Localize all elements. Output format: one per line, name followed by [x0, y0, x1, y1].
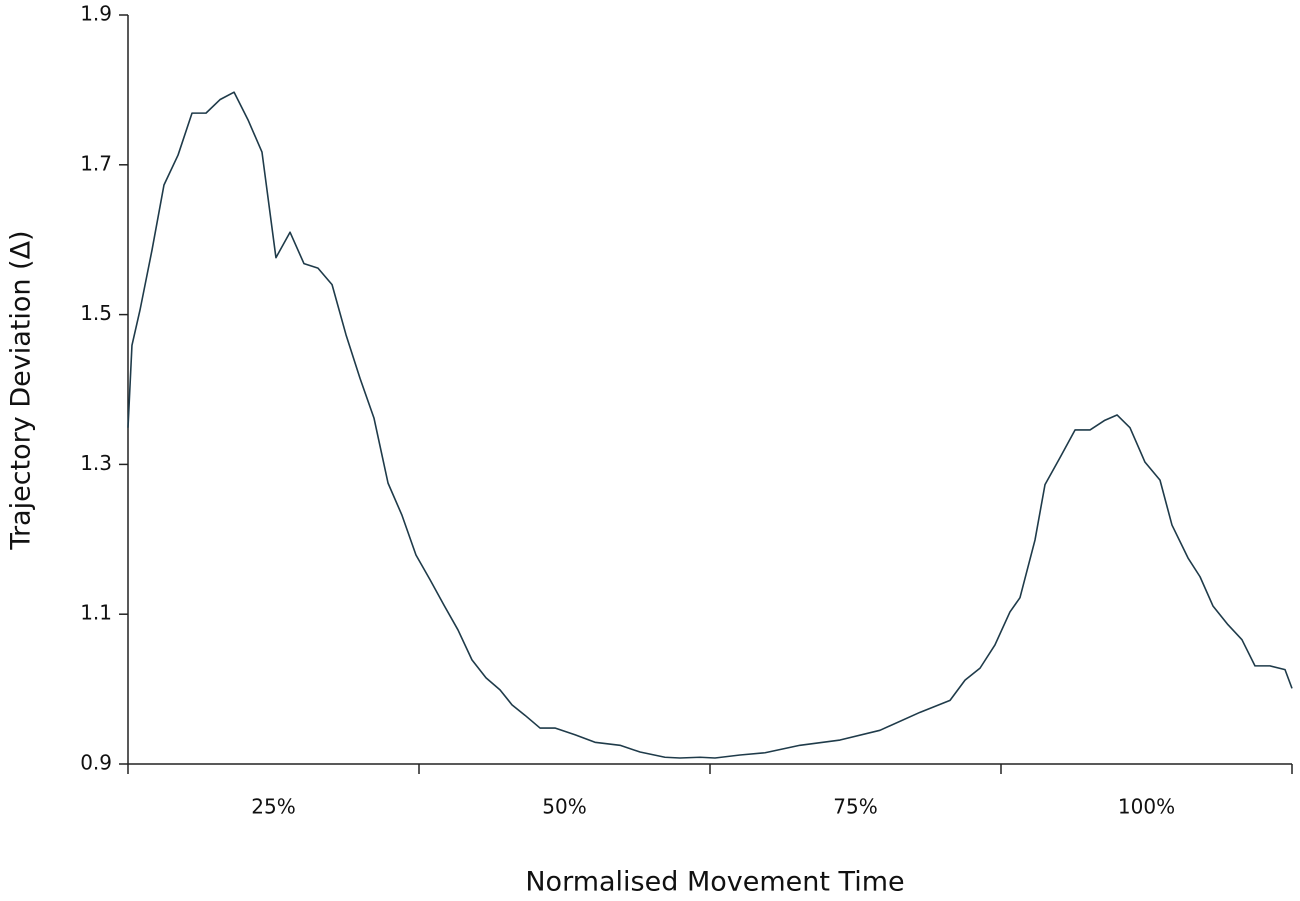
y-axis-title: Trajectory Deviation (Δ) — [6, 230, 37, 550]
y-tick-label: 1.5 — [80, 301, 112, 325]
y-tick-label: 1.1 — [80, 601, 112, 625]
y-tick-label: 1.3 — [80, 451, 112, 475]
x-tick-label: 25% — [251, 795, 295, 819]
y-tick-label: 0.9 — [80, 751, 112, 775]
x-tick-label: 100% — [1118, 795, 1175, 819]
x-tick-label: 75% — [833, 795, 877, 819]
x-tick-label: 50% — [542, 795, 586, 819]
data-line — [127, 91, 1293, 759]
x-axis-title: Normalised Movement Time — [525, 867, 904, 898]
y-tick-label: 1.9 — [80, 2, 112, 26]
y-tick-label: 1.7 — [80, 151, 112, 175]
